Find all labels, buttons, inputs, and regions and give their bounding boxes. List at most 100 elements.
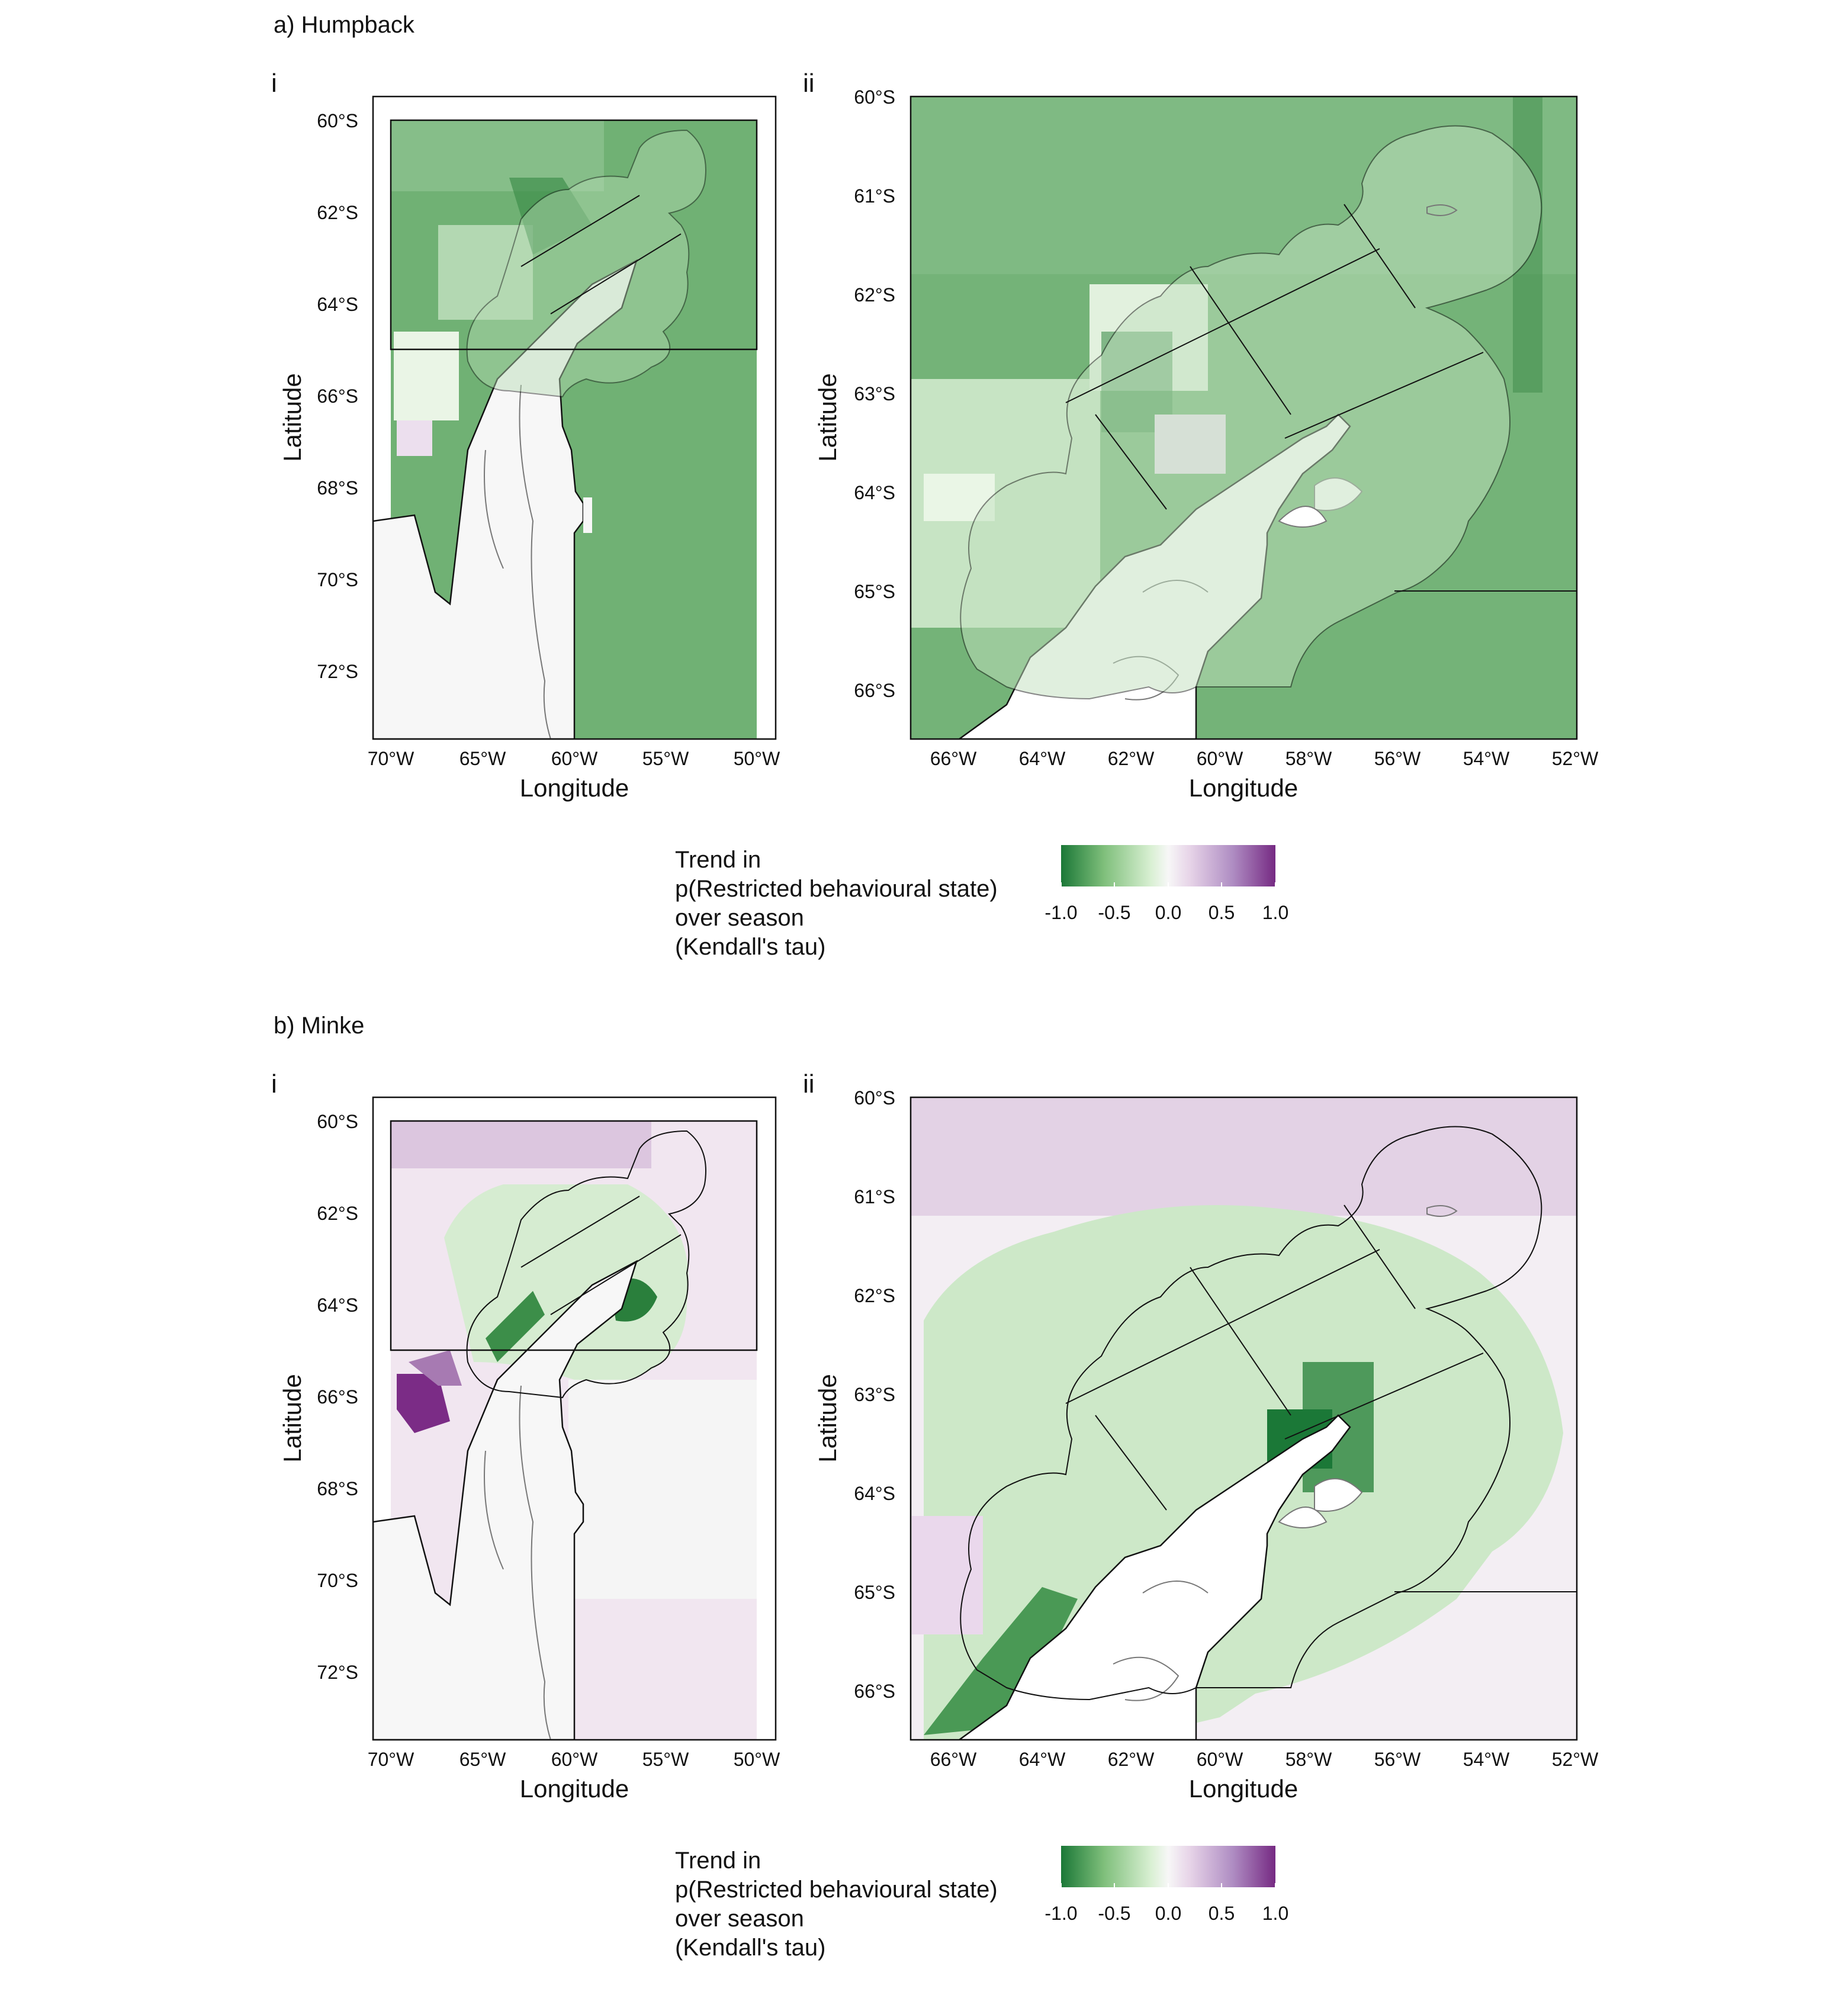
lon-tick: 55°W — [642, 748, 689, 769]
legend-tick: 0.0 — [1155, 1903, 1181, 1924]
lon-tick: 50°W — [734, 748, 780, 769]
map-b-i: 60°S 62°S 64°S 66°S 68°S 70°S 72°S 70°W … — [278, 1096, 780, 1803]
lat-tick: 64°S — [854, 1483, 895, 1504]
legend-tick: -0.5 — [1098, 1903, 1130, 1924]
lat-tick: 65°S — [854, 1582, 895, 1603]
lat-tick: 63°S — [854, 383, 895, 404]
lon-tick: 56°W — [1374, 1749, 1421, 1770]
map-a-ii: 60°S 61°S 62°S 63°S 64°S 65°S 66°S 66°W … — [814, 86, 1599, 802]
lat-tick: 62°S — [317, 202, 358, 223]
lon-tick: 55°W — [642, 1749, 689, 1770]
legend-tick: 0.5 — [1209, 902, 1235, 923]
lat-tick: 60°S — [317, 1111, 358, 1132]
lon-tick: 52°W — [1552, 1749, 1599, 1770]
legend-title-line: Trend in — [675, 1848, 761, 1874]
lat-tick: 61°S — [854, 1186, 895, 1207]
legend-title-line: (Kendall's tau) — [675, 1935, 825, 1961]
map-a-i-ylabel: Latitude — [278, 373, 306, 461]
lon-tick: 60°W — [1197, 1749, 1243, 1770]
lat-tick: 64°S — [317, 1294, 358, 1316]
legend-title-line: over season — [675, 905, 804, 931]
lat-tick: 60°S — [317, 110, 358, 131]
legend-tick: 1.0 — [1262, 902, 1288, 923]
legend-b: Trend in p(Restricted behavioural state)… — [675, 1846, 1288, 1961]
lon-tick: 56°W — [1374, 748, 1421, 769]
map-b-ii-ylabel: Latitude — [814, 1374, 841, 1462]
map-b-ii-xlabel: Longitude — [1189, 1775, 1299, 1803]
map-b-i-ylabel: Latitude — [278, 1374, 306, 1462]
legend-title-line: (Kendall's tau) — [675, 934, 825, 960]
lat-tick: 72°S — [317, 661, 358, 682]
lon-tick: 64°W — [1019, 1749, 1066, 1770]
lat-tick: 66°S — [317, 386, 358, 407]
lon-tick: 52°W — [1552, 748, 1599, 769]
panel-a-sub-i: i — [271, 69, 277, 98]
legend-colorbar — [1061, 1846, 1275, 1887]
lat-tick: 60°S — [854, 1087, 895, 1109]
lon-tick: 58°W — [1285, 748, 1332, 769]
legend-title-line: Trend in — [675, 847, 761, 873]
legend-title-line: p(Restricted behavioural state) — [675, 876, 998, 902]
map-b-i-xlabel: Longitude — [520, 1775, 629, 1803]
lat-tick: 62°S — [317, 1203, 358, 1224]
panel-a-sub-ii: ii — [803, 69, 815, 98]
map-b-ii-frame — [909, 1096, 1578, 1741]
panel-b-label: b) Minke — [274, 1013, 364, 1039]
lon-tick: 65°W — [459, 748, 506, 769]
lon-tick: 50°W — [734, 1749, 780, 1770]
lon-tick: 66°W — [930, 1749, 977, 1770]
lat-tick: 62°S — [854, 284, 895, 306]
lat-tick: 72°S — [317, 1662, 358, 1683]
lat-tick: 63°S — [854, 1384, 895, 1405]
legend-colorbar — [1061, 845, 1275, 886]
legend-tick: -0.5 — [1098, 902, 1130, 923]
map-b-i-land — [373, 1260, 638, 1740]
lon-tick: 54°W — [1463, 748, 1510, 769]
lat-tick: 64°S — [854, 482, 895, 503]
legend-title-line: over season — [675, 1906, 804, 1932]
map-a-ii-ylabel: Latitude — [814, 373, 841, 461]
lat-tick: 68°S — [317, 1478, 358, 1499]
lon-tick: 62°W — [1108, 748, 1155, 769]
lon-tick: 58°W — [1285, 1749, 1332, 1770]
legend-tick: 1.0 — [1262, 1903, 1288, 1924]
lon-tick: 70°W — [368, 1749, 414, 1770]
map-a-i-xlabel: Longitude — [520, 774, 629, 802]
map-a-ii-frame — [909, 95, 1578, 740]
lat-tick: 68°S — [317, 477, 358, 499]
legend-tick: 0.5 — [1209, 1903, 1235, 1924]
lon-tick: 62°W — [1108, 1749, 1155, 1770]
lat-tick: 65°S — [854, 581, 895, 602]
lon-tick: 70°W — [368, 748, 414, 769]
panel-a-label: a) Humpback — [274, 12, 415, 38]
lat-tick: 64°S — [317, 294, 358, 315]
panel-b-sub-ii: ii — [803, 1069, 815, 1098]
lon-tick: 64°W — [1019, 748, 1066, 769]
map-a-ii-xlabel: Longitude — [1189, 774, 1299, 802]
lat-tick: 66°S — [317, 1386, 358, 1408]
lon-tick: 66°W — [930, 748, 977, 769]
map-a-i: 60°S 62°S 64°S 66°S 68°S 70°S 72°S 70°W … — [278, 95, 780, 802]
lon-tick: 65°W — [459, 1749, 506, 1770]
legend-tick: -1.0 — [1044, 902, 1077, 923]
lat-tick: 60°S — [854, 86, 895, 108]
lat-tick: 70°S — [317, 1570, 358, 1591]
lon-tick: 60°W — [1197, 748, 1243, 769]
legend-a: Trend in p(Restricted behavioural state)… — [675, 845, 1288, 960]
lon-tick: 60°W — [551, 1749, 598, 1770]
legend-title-line: p(Restricted behavioural state) — [675, 1877, 998, 1903]
map-b-ii: 60°S 61°S 62°S 63°S 64°S 65°S 66°S 66°W … — [814, 1087, 1599, 1803]
lon-tick: 60°W — [551, 748, 598, 769]
lat-tick: 61°S — [854, 185, 895, 207]
lat-tick: 66°S — [854, 680, 895, 701]
panel-b-sub-i: i — [271, 1069, 277, 1098]
lat-tick: 66°S — [854, 1681, 895, 1702]
lon-tick: 54°W — [1463, 1749, 1510, 1770]
lat-tick: 62°S — [854, 1285, 895, 1306]
map-b-i-frame — [372, 1096, 777, 1741]
legend-tick: -1.0 — [1044, 1903, 1077, 1924]
lat-tick: 70°S — [317, 569, 358, 590]
map-a-i-frame — [372, 95, 777, 740]
legend-tick: 0.0 — [1155, 902, 1181, 923]
